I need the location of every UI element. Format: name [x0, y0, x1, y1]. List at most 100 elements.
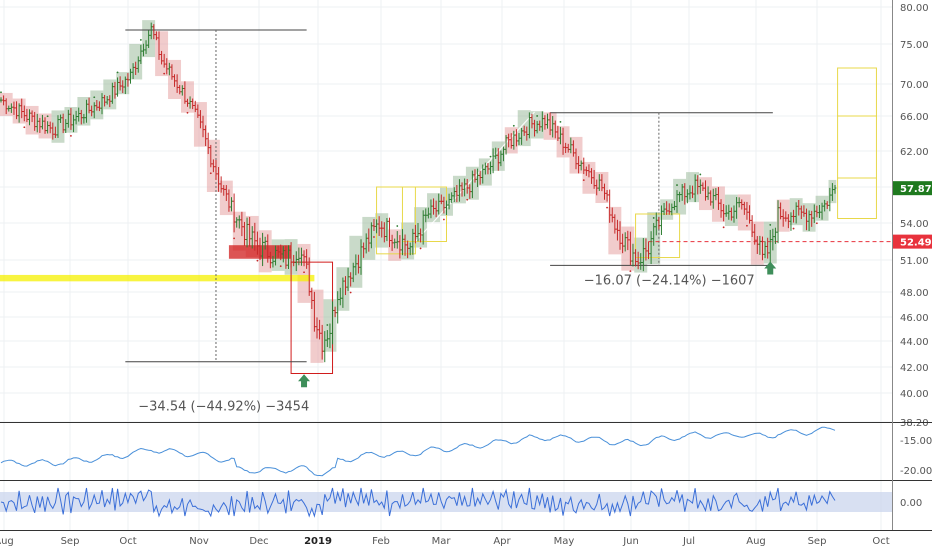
- ohlc-bar: [732, 205, 736, 223]
- y-tick-label: 51.00: [900, 256, 929, 267]
- ohlc-bar: [331, 301, 334, 345]
- ohlc-bar: [535, 115, 539, 134]
- x-tick-label: Dec: [249, 536, 268, 547]
- x-tick-label: Sep: [61, 536, 80, 547]
- ohlc-bar: [333, 306, 337, 318]
- ohlc-bar: [823, 199, 827, 212]
- ohlc-bar: [359, 239, 363, 275]
- ohlc-bar: [527, 112, 531, 139]
- ohlc-bar: [437, 193, 441, 215]
- ohlc-bar: [263, 236, 267, 250]
- ohlc-bar: [279, 244, 283, 268]
- ohlc-bar: [447, 193, 451, 210]
- ohlc-bar: [53, 126, 57, 138]
- ohlc-bar: [530, 113, 534, 129]
- ohlc-bar: [786, 214, 790, 229]
- ohlc-bar: [349, 272, 353, 294]
- ohlc-bar: [0, 91, 3, 103]
- ohlc-bar: [748, 205, 751, 224]
- y-tick-label: 42.00: [900, 363, 929, 374]
- ohlc-bar: [735, 197, 738, 219]
- ohlc-bar: [323, 331, 327, 363]
- ohlc-bar: [507, 133, 511, 148]
- ohlc-bar: [605, 190, 609, 209]
- ohlc-bar: [9, 103, 13, 113]
- ohlc-bar: [4, 98, 8, 115]
- ohlc-bar: [232, 193, 236, 240]
- ohlc-bar: [276, 245, 280, 258]
- ohlc-bar: [691, 185, 694, 199]
- ohlc-bar: [496, 148, 500, 171]
- ohlc-bar: [709, 190, 713, 206]
- ohlc-bar: [300, 247, 303, 266]
- ohlc-bar: [693, 174, 697, 203]
- ohlc-bar: [77, 107, 81, 122]
- ohlc-bar: [98, 101, 101, 112]
- signal-dot: [139, 39, 142, 41]
- ohlc-bar: [639, 253, 643, 270]
- ohlc-bar: [452, 187, 456, 203]
- ohlc-bar: [46, 115, 50, 134]
- price-box: [414, 207, 428, 248]
- measure-annotation: −16.07 (−24.14%) −1607: [584, 274, 755, 289]
- ohlc-bar: [590, 168, 593, 184]
- ohlc-bar: [377, 216, 381, 236]
- signal-dot: [489, 155, 492, 158]
- ohlc-bar: [608, 189, 612, 223]
- ohlc-bar: [717, 187, 720, 210]
- ohlc-bar: [2, 95, 5, 106]
- ohlc-bar: [831, 183, 834, 201]
- ohlc-bar: [108, 95, 112, 108]
- ohlc-bar: [533, 119, 536, 137]
- price-bars: [0, 22, 837, 363]
- ohlc-bar: [160, 50, 163, 65]
- ohlc-bar: [481, 164, 485, 184]
- ohlc-bar: [144, 40, 148, 54]
- signal-dot: [582, 179, 585, 181]
- indicator-pane-2: [0, 487, 892, 518]
- ohlc-bar: [294, 251, 298, 272]
- ohlc-bar: [603, 183, 606, 200]
- ohlc-bar: [553, 120, 557, 139]
- ohlc-bar: [411, 228, 415, 255]
- ohlc-bar: [51, 122, 55, 140]
- ohlc-bar: [354, 254, 358, 276]
- ohlc-bar: [574, 148, 578, 170]
- ohlc-bar: [90, 105, 94, 117]
- ohlc-bar: [289, 242, 293, 268]
- ohlc-bar: [240, 211, 244, 237]
- ohlc-bar: [499, 150, 503, 167]
- ohlc-bar: [657, 217, 661, 230]
- ohlc-bar: [701, 182, 705, 191]
- signal-dot: [233, 237, 236, 240]
- ohlc-bar: [592, 169, 596, 189]
- ohlc-bar: [346, 267, 350, 291]
- ohlc-bar: [768, 224, 772, 263]
- ohlc-bar: [66, 109, 70, 128]
- ohlc-bar: [85, 99, 88, 123]
- ohlc-bar: [292, 254, 296, 267]
- ohlc-bar: [455, 185, 459, 203]
- y-tick-label: 80.00: [900, 3, 929, 14]
- ohlc-bar: [797, 199, 801, 216]
- ohlc-bar: [64, 119, 68, 134]
- ohlc-bar: [165, 58, 169, 75]
- ohlc-bar: [584, 166, 588, 176]
- ohlc-bar: [727, 204, 731, 220]
- ohlc-bar: [113, 81, 117, 99]
- ohlc-bar: [628, 231, 632, 273]
- y-tick-label: 40.00: [900, 389, 929, 400]
- y-tick-label: 54.00: [900, 219, 929, 230]
- signal-dot: [93, 96, 96, 99]
- ohlc-bar: [312, 291, 316, 332]
- ohlc-bar: [344, 276, 347, 296]
- ohlc-bar: [685, 189, 689, 204]
- ohlc-bar: [336, 291, 340, 324]
- ohlc-bar: [805, 208, 808, 231]
- x-tick-label: Apr: [493, 536, 511, 547]
- support-band: [0, 274, 315, 282]
- axis-price-tag-text: 57.87: [900, 184, 932, 195]
- ohlc-bar: [147, 30, 151, 49]
